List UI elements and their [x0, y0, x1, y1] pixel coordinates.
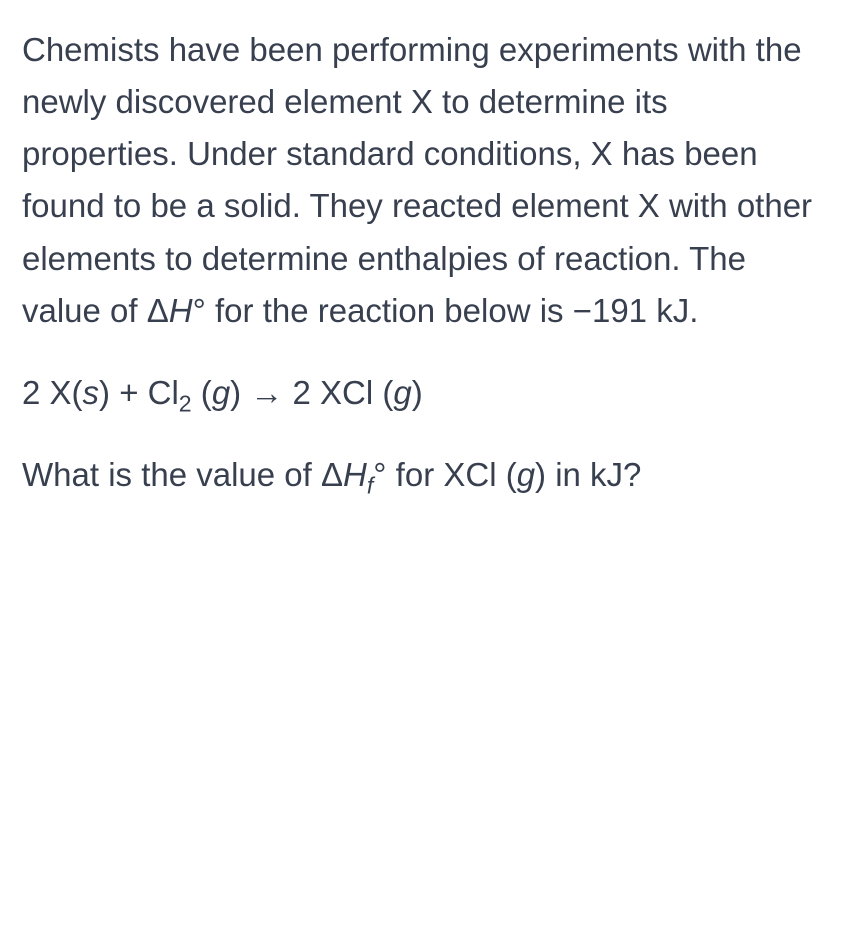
intro-paragraph: Chemists have been performing experiment… [22, 24, 822, 337]
state-solid: s [83, 374, 100, 411]
intro-text-post: for the reaction below is −191 kJ. [206, 292, 699, 329]
italic-h: H [169, 292, 193, 329]
eq-mid2: ( [192, 374, 212, 411]
q-delta: Δ [321, 456, 343, 493]
question-mid: for XCl ( [387, 456, 517, 493]
subscript-2-cl: 2 [179, 390, 192, 416]
question-paragraph: What is the value of ΔHf° for XCl (g) in… [22, 449, 822, 501]
question-post: ) in kJ? [535, 456, 641, 493]
question-pre: What is the value of [22, 456, 321, 493]
delta-h-symbol: ΔH° [147, 292, 206, 329]
problem-content: Chemists have been performing experiment… [0, 0, 844, 501]
q-italic-h: H [343, 456, 367, 493]
state-gas-2: g [393, 374, 411, 411]
delta-hf-symbol: ΔHf° [321, 456, 387, 493]
q-state-gas: g [517, 456, 535, 493]
intro-text-pre: Chemists have been performing experiment… [22, 31, 812, 329]
q-degree: ° [373, 456, 386, 493]
eq-mid3: ) → 2 XCl ( [230, 374, 393, 411]
chemical-equation: 2 X(s) + Cl2 (g) → 2 XCl (g) [22, 367, 822, 419]
degree: ° [193, 292, 206, 329]
state-gas-1: g [212, 374, 230, 411]
delta: Δ [147, 292, 169, 329]
eq-mid1: ) + Cl [99, 374, 179, 411]
eq-prefix: 2 X( [22, 374, 83, 411]
eq-suffix: ) [412, 374, 423, 411]
